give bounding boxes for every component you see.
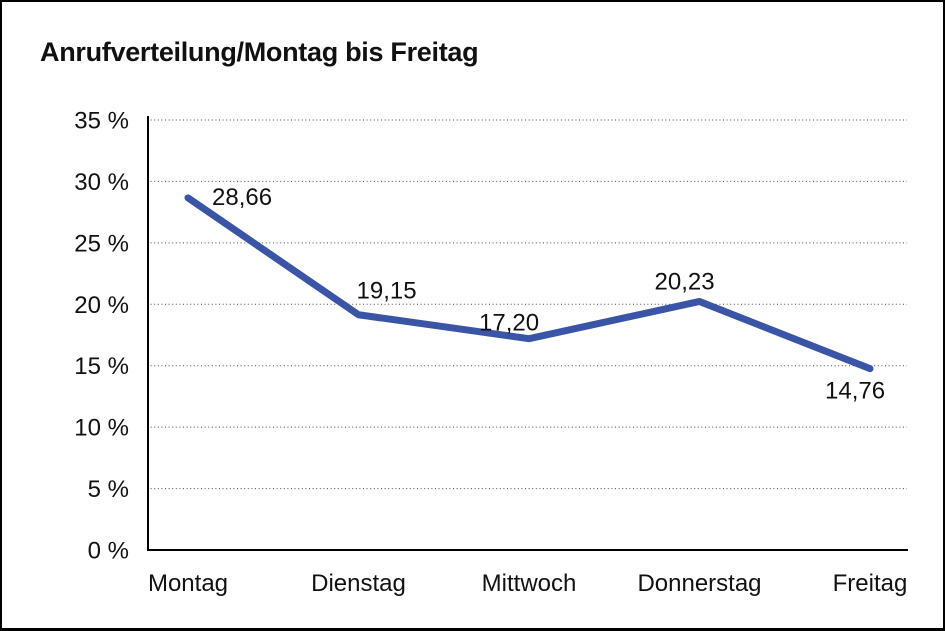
gridlines-group [147,119,907,490]
data-point-label: 17,20 [479,310,539,337]
y-tick-label: 25 % [74,230,129,257]
y-tick-label: 0 % [88,538,129,565]
x-category-label: Mittwoch [482,570,577,597]
y-tick-label: 20 % [74,292,129,319]
data-point-label: 14,76 [825,378,885,405]
y-tick-label: 10 % [74,415,129,442]
x-category-label: Freitag [833,570,908,597]
data-point-label: 28,66 [212,184,272,211]
y-tick-label: 35 % [74,108,129,135]
data-point-label: 20,23 [655,268,715,295]
y-tick-label: 5 % [88,476,129,503]
x-category-label: Montag [148,570,228,597]
labels-group: 0 % 5 % 10 % 15 % 20 % 25 % 30 % 35 % Montag Dien… [74,108,907,598]
data-series-line [184,194,874,373]
x-category-label: Donnerstag [637,570,761,597]
axes-group [147,116,908,551]
y-tick-label: 30 % [74,169,129,196]
x-category-label: Dienstag [311,570,406,597]
data-point-label: 19,15 [357,278,417,305]
series-group [184,194,874,373]
chart-title: Anrufverteilung/Montag bis Freitag [40,37,478,67]
y-tick-label: 15 % [74,353,129,380]
